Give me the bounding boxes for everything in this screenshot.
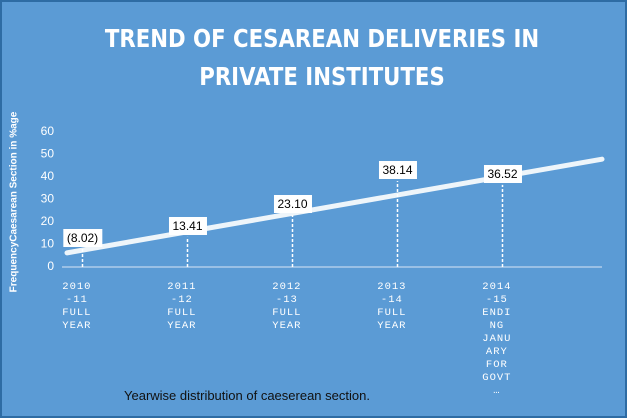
- y-tick-label: 60: [41, 124, 55, 138]
- data-label: 13.41: [168, 216, 207, 235]
- y-tick-label: 30: [41, 192, 55, 206]
- x-tick-label: 2010-11 FULL YEAR: [62, 281, 92, 332]
- y-tick-label: 20: [41, 214, 55, 228]
- data-label: 36.52: [483, 164, 522, 183]
- x-tick-label: 2012-13 FULL YEAR: [272, 281, 302, 332]
- caption: Yearwise distribution of caeserean secti…: [124, 388, 370, 403]
- data-label: (8.02): [62, 228, 103, 247]
- chart-title: TREND OF CESAREAN DELIVERIES IN PRIVATE …: [104, 24, 540, 91]
- y-tick-label: 0: [47, 259, 54, 273]
- y-axis-label: FrequencyCaesarean Section in %age: [9, 112, 20, 293]
- trendline: [64, 156, 605, 256]
- data-label: 23.10: [273, 195, 312, 214]
- y-axis-label-text: FrequencyCaesarean Section in %age: [8, 111, 20, 293]
- y-tick-label: 40: [41, 169, 55, 183]
- x-tick-label: 2014-15 ENDING JANUARY FOR GOVT…: [482, 281, 512, 397]
- data-label: 38.14: [378, 161, 417, 180]
- x-tick-label: 2013-14 FULL YEAR: [377, 281, 407, 332]
- y-tick-label: 10: [41, 237, 55, 251]
- x-tick-label: 2011-12 FULL YEAR: [167, 281, 197, 332]
- y-tick-label: 50: [41, 147, 55, 161]
